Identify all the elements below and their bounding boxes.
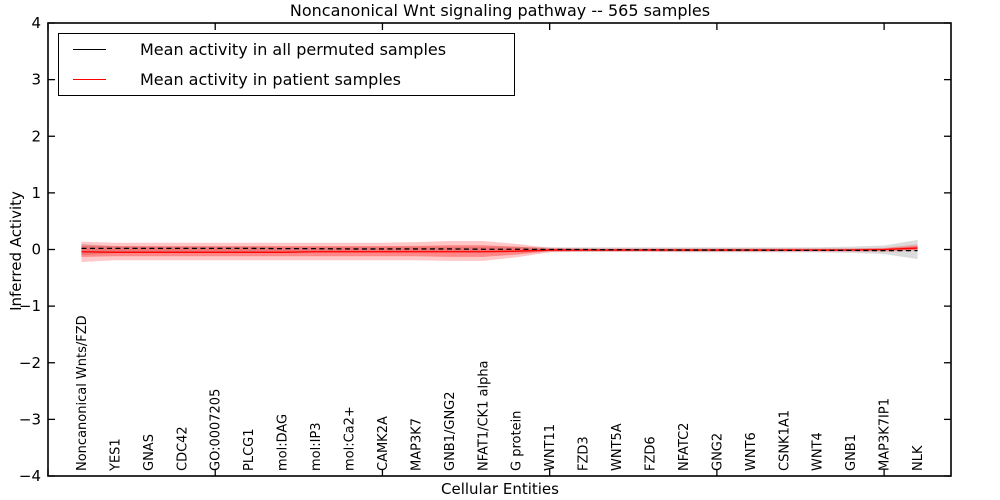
x-category-label: mol:Ca2+ bbox=[343, 406, 358, 471]
x-category-label: mol:IP3 bbox=[309, 422, 324, 471]
y-axis-label: Inferred Activity bbox=[7, 191, 25, 311]
x-category-label: WNT4 bbox=[811, 432, 826, 471]
legend-entry-patient: Mean activity in patient samples bbox=[59, 66, 514, 93]
y-tick-label: 2 bbox=[31, 127, 41, 145]
y-tick-label: −3 bbox=[19, 410, 41, 428]
x-axis-label: Cellular Entities bbox=[441, 480, 559, 498]
x-category-label: NLK bbox=[911, 445, 926, 471]
x-category-label: MAP3K7IP1 bbox=[878, 398, 893, 471]
legend: Mean activity in all permuted samples Me… bbox=[58, 33, 515, 96]
x-category-label: Noncanonical Wnts/FZD bbox=[75, 315, 90, 471]
x-category-label: MAP3K7 bbox=[409, 418, 424, 471]
x-category-label: NFAT1/CK1 alpha bbox=[476, 360, 491, 471]
x-category-label: G protein bbox=[510, 411, 525, 471]
y-tick-label: −4 bbox=[19, 467, 41, 485]
legend-entry-permuted: Mean activity in all permuted samples bbox=[59, 36, 514, 63]
y-tick-label: 4 bbox=[31, 14, 41, 32]
y-tick-label: 0 bbox=[31, 241, 41, 259]
x-category-label: WNT11 bbox=[543, 424, 558, 471]
y-tick-label: −1 bbox=[19, 297, 41, 315]
chart-title: Noncanonical Wnt signaling pathway -- 56… bbox=[289, 1, 711, 20]
x-category-label: GNAS bbox=[142, 434, 157, 471]
legend-label-patient: Mean activity in patient samples bbox=[140, 69, 401, 89]
legend-line-permuted-icon bbox=[73, 49, 106, 51]
x-category-label: GNG2 bbox=[710, 433, 725, 471]
x-category-label: WNT6 bbox=[744, 432, 759, 471]
y-tick-label: 3 bbox=[31, 71, 41, 89]
x-category-label: CAMK2A bbox=[376, 416, 391, 471]
x-category-label: WNT5A bbox=[610, 423, 625, 471]
x-category-label: GNB1 bbox=[844, 434, 859, 471]
x-category-label: CDC42 bbox=[175, 426, 190, 471]
patient-mean-line bbox=[81, 247, 918, 253]
legend-line-patient-icon bbox=[73, 78, 106, 80]
x-category-label: CSNK1A1 bbox=[777, 410, 792, 471]
y-tick-label: −2 bbox=[19, 354, 41, 372]
x-category-label: PLCG1 bbox=[242, 428, 257, 471]
x-category-label: mol:DAG bbox=[276, 414, 291, 471]
x-category-label: FZD6 bbox=[644, 436, 659, 471]
permuted-mean-line bbox=[81, 247, 918, 252]
x-category-label: NFATC2 bbox=[677, 423, 692, 471]
y-tick-label: 1 bbox=[31, 184, 41, 202]
legend-label-permuted: Mean activity in all permuted samples bbox=[140, 40, 447, 60]
x-category-label: GNB1/GNG2 bbox=[443, 391, 458, 471]
x-category-label: GO:0007205 bbox=[209, 389, 224, 471]
x-category-label: YES1 bbox=[108, 438, 123, 472]
x-category-label: FZD3 bbox=[577, 436, 592, 471]
